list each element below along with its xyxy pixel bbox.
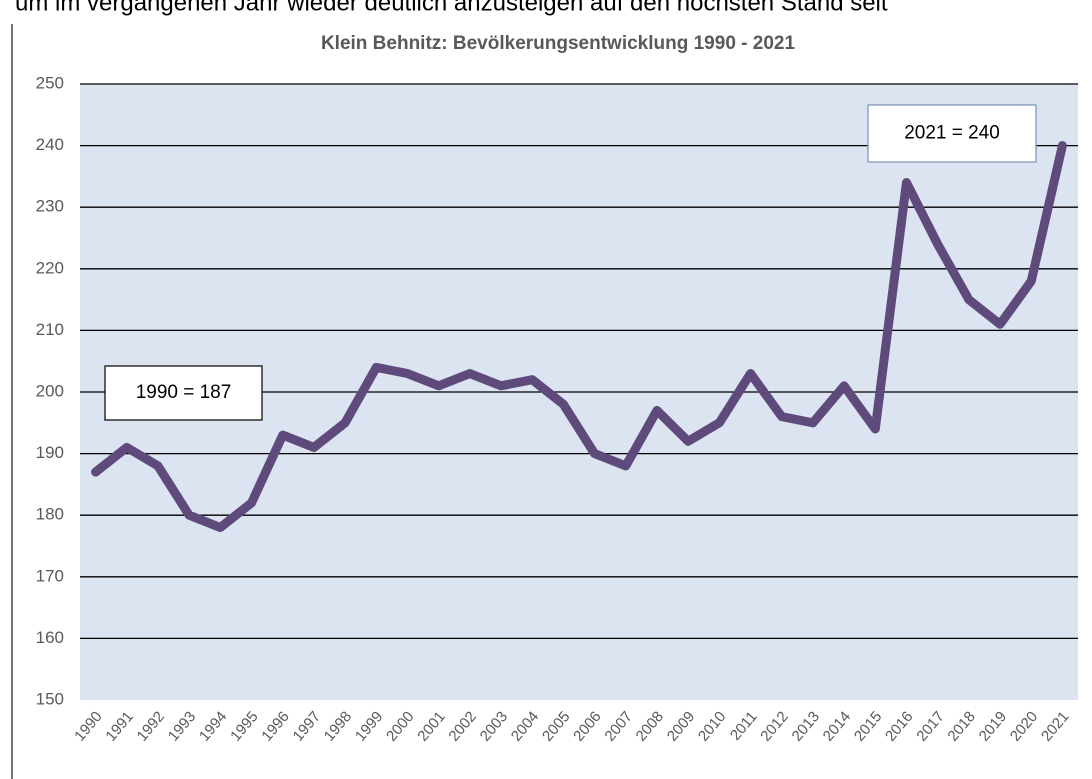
annotation-box — [104, 365, 263, 421]
x-tick-label: 1993 — [165, 708, 199, 744]
x-tick-label: 1994 — [196, 708, 230, 744]
x-tick-label: 1991 — [102, 708, 136, 744]
x-tick-label: 1996 — [258, 708, 292, 744]
y-tick-label: 150 — [36, 689, 64, 708]
data-line — [91, 141, 1067, 533]
x-tick-label: 1998 — [321, 708, 355, 744]
x-tick-label: 2012 — [757, 708, 791, 744]
x-tick-label: 2009 — [664, 708, 698, 744]
x-tick-label: 2011 — [727, 708, 761, 744]
x-tick-label: 1992 — [134, 708, 168, 744]
y-tick-label: 220 — [36, 258, 64, 277]
x-tick-label: 2008 — [633, 708, 667, 744]
y-tick-label: 240 — [36, 135, 64, 154]
x-tick-label: 2014 — [820, 708, 854, 744]
y-tick-label: 190 — [36, 443, 64, 462]
x-tick-label: 2015 — [851, 708, 885, 744]
x-tick-label: 1990 — [71, 708, 105, 744]
y-tick-label: 210 — [36, 320, 64, 339]
y-tick-label: 170 — [36, 566, 64, 585]
x-tick-label: 1999 — [352, 708, 386, 744]
x-tick-label: 2007 — [601, 708, 635, 744]
annotation: 2021 = 240 — [904, 123, 1000, 144]
annotation: 1990 = 187 — [136, 382, 232, 403]
x-tick-label: 2013 — [789, 708, 823, 744]
x-tick-label: 2010 — [695, 708, 729, 744]
x-tick-label: 2021 — [1038, 708, 1072, 744]
y-tick-label: 200 — [36, 381, 64, 400]
x-tick-label: 2020 — [1007, 708, 1041, 744]
x-tick-label: 2003 — [477, 708, 511, 744]
x-tick-label: 1997 — [290, 708, 324, 744]
annotation-box — [867, 104, 1037, 163]
x-tick-label: 2002 — [445, 708, 479, 744]
x-tick-label: 2018 — [944, 708, 978, 744]
x-tick-label: 2019 — [976, 708, 1010, 744]
y-tick-label: 160 — [36, 628, 64, 647]
chart-title: Klein Behnitz: Bevölkerungsentwicklung 1… — [321, 33, 796, 54]
page-text: um im vergangenen Jahr wieder deutlich a… — [15, 0, 888, 16]
x-tick-label: 2001 — [414, 708, 448, 744]
x-tick-label: 2000 — [383, 708, 417, 744]
x-tick-label: 2005 — [539, 708, 573, 744]
y-tick-label: 180 — [36, 505, 64, 524]
x-tick-label: 2004 — [508, 708, 542, 744]
x-tick-label: 2017 — [913, 708, 947, 744]
x-tick-label: 2016 — [882, 708, 916, 744]
y-tick-label: 250 — [36, 73, 64, 92]
x-tick-label: 1995 — [227, 708, 261, 744]
x-tick-label: 2006 — [570, 708, 604, 744]
y-tick-label: 230 — [36, 197, 64, 216]
